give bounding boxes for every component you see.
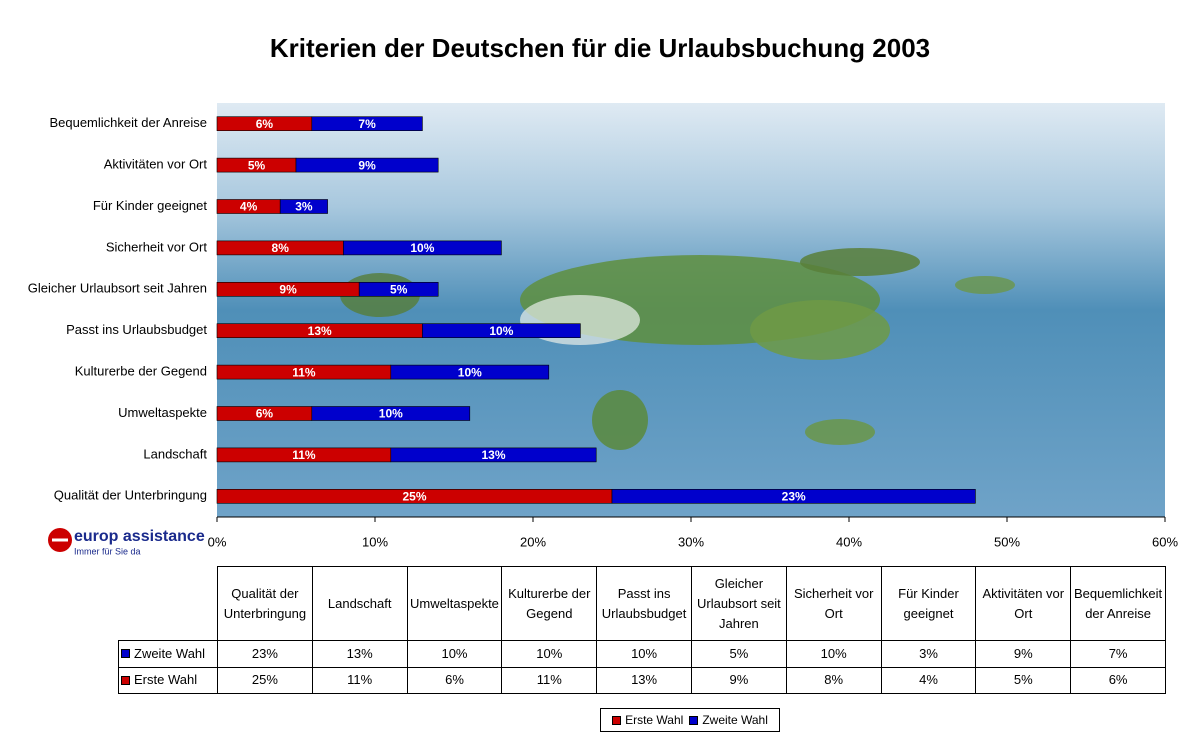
table-header: Aktivitäten vor Ort xyxy=(975,566,1072,641)
table-header: Kulturerbe der Gegend xyxy=(501,566,598,641)
data-label: 8% xyxy=(272,241,290,255)
table-cell: 13% xyxy=(596,666,692,694)
y-tick-label: Qualität der Unterbringung xyxy=(54,488,207,503)
table-cell: 5% xyxy=(975,666,1072,694)
data-label: 10% xyxy=(458,365,482,379)
data-label: 11% xyxy=(292,365,316,379)
bar-segment xyxy=(358,281,439,297)
legend-label: Zweite Wahl xyxy=(702,713,768,727)
y-tick-label: Für Kinder geeignet xyxy=(93,198,208,213)
table-header: Sicherheit vor Ort xyxy=(785,566,882,641)
table-header: Für Kinder geeignet xyxy=(880,566,977,641)
table-cell: 9% xyxy=(691,666,787,694)
bar-segment xyxy=(611,488,976,504)
x-tick-label: 0% xyxy=(208,534,227,549)
data-label: 13% xyxy=(481,448,505,462)
table-row-header: Zweite Wahl xyxy=(118,640,218,668)
data-label: 10% xyxy=(489,324,513,338)
y-tick-label: Umweltaspekte xyxy=(118,405,207,420)
data-label: 10% xyxy=(379,407,403,421)
data-label: 7% xyxy=(358,117,376,131)
data-label: 5% xyxy=(248,158,266,172)
table-cell: 5% xyxy=(691,640,787,668)
table-cell: 3% xyxy=(880,640,977,668)
table-cell: 10% xyxy=(501,640,598,668)
bar-segment xyxy=(279,199,328,214)
table-cell: 10% xyxy=(785,640,882,668)
x-tick-label: 50% xyxy=(994,534,1020,549)
legend-key xyxy=(121,675,130,685)
series-name: Zweite Wahl xyxy=(134,645,206,661)
logo: europ assistance Immer für Sie da xyxy=(48,528,205,556)
table-header: Umweltaspekte xyxy=(406,566,503,641)
legend-key xyxy=(612,715,622,725)
table-cell: 11% xyxy=(311,666,408,694)
data-label: 10% xyxy=(410,241,434,255)
legend-key xyxy=(121,649,130,659)
data-label: 13% xyxy=(308,324,332,338)
legend-item: Erste Wahl xyxy=(612,713,683,727)
bar-segment xyxy=(311,406,471,421)
data-label: 6% xyxy=(256,117,274,131)
y-tick-label: Kulturerbe der Gegend xyxy=(75,364,207,379)
y-tick-label: Aktivitäten vor Ort xyxy=(104,157,208,172)
x-tick-label: 10% xyxy=(362,534,388,549)
bar-segment xyxy=(295,157,439,173)
y-tick-label: Sicherheit vor Ort xyxy=(106,239,208,254)
table-cell: 10% xyxy=(596,640,692,668)
table-header: Landschaft xyxy=(311,566,408,641)
y-tick-label: Gleicher Urlaubsort seit Jahren xyxy=(28,281,207,296)
table-row-header: Erste Wahl xyxy=(118,666,218,694)
x-tick-label: 20% xyxy=(520,534,546,549)
table-cell: 13% xyxy=(311,640,408,668)
table-header: Gleicher Urlaubsort seit Jahren xyxy=(691,566,787,641)
bar-segment xyxy=(390,364,550,380)
table-cell: 7% xyxy=(1070,640,1166,668)
legend-key xyxy=(689,715,699,725)
table-header: Passt ins Urlaubsbudget xyxy=(596,566,692,641)
data-label: 4% xyxy=(240,200,258,214)
data-label: 9% xyxy=(279,282,297,296)
y-tick-label: Bequemlichkeit der Anreise xyxy=(49,115,207,130)
data-label: 6% xyxy=(256,407,274,421)
table-header: Bequemlichkeit der Anreise xyxy=(1070,566,1166,641)
table-cell: 11% xyxy=(501,666,598,694)
table-cell: 6% xyxy=(406,666,503,694)
data-label: 25% xyxy=(402,489,426,503)
y-tick-label: Landschaft xyxy=(143,446,207,461)
table-cell: 4% xyxy=(880,666,977,694)
data-label: 5% xyxy=(390,282,408,296)
chart-title: Kriterien der Deutschen für die Urlaubsb… xyxy=(270,33,930,63)
logo-name: europ assistance xyxy=(74,528,205,545)
table-cell: 6% xyxy=(1070,666,1166,694)
table-cell: 10% xyxy=(406,640,503,668)
x-tick-label: 30% xyxy=(678,534,704,549)
table-cell: 25% xyxy=(217,666,313,694)
legend-item: Zweite Wahl xyxy=(689,713,768,727)
bar-segment xyxy=(311,116,423,131)
x-tick-label: 40% xyxy=(836,534,862,549)
y-tick-label: Passt ins Urlaubsbudget xyxy=(66,322,207,337)
legend-label: Erste Wahl xyxy=(625,713,684,727)
series-name: Erste Wahl xyxy=(134,672,198,688)
legend: Erste Wahl Zweite Wahl xyxy=(600,708,780,732)
data-label: 11% xyxy=(292,448,316,462)
table-cell: 8% xyxy=(785,666,882,694)
table-cell: 9% xyxy=(975,640,1072,668)
bar-segment xyxy=(343,240,502,256)
x-tick-label: 60% xyxy=(1152,534,1178,549)
bar-segment xyxy=(422,323,581,339)
data-label: 3% xyxy=(295,200,313,214)
data-label: 9% xyxy=(358,158,376,172)
table-cell: 23% xyxy=(217,640,313,668)
data-label: 23% xyxy=(782,489,806,503)
logo-tagline: Immer für Sie da xyxy=(74,546,141,556)
bar-segment xyxy=(390,447,597,463)
table-header: Qualität der Unterbringung xyxy=(217,566,313,641)
